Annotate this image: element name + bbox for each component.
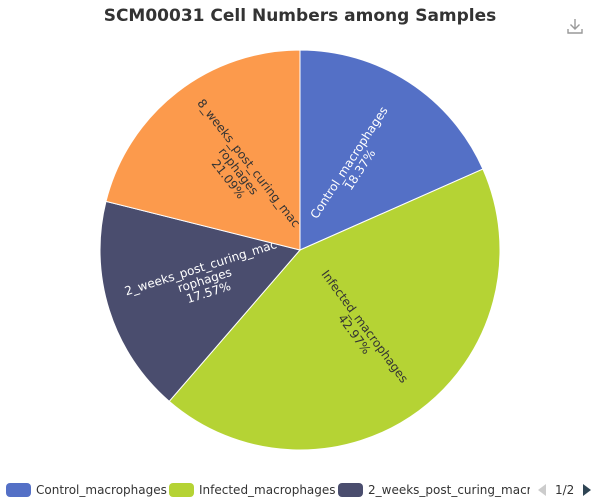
legend-swatch xyxy=(338,483,363,497)
legend-page-indicator: 1/2 xyxy=(555,483,575,497)
pie-slice-0[interactable] xyxy=(299,49,484,251)
legend-prev-page-icon[interactable] xyxy=(538,484,546,496)
pie-slice-3[interactable] xyxy=(105,49,301,251)
legend-swatch xyxy=(6,483,31,497)
legend-pager: 1/2 xyxy=(538,480,592,500)
legend-label: Infected_macrophages xyxy=(199,483,336,497)
legend-item-infected[interactable]: Infected_macrophages xyxy=(169,480,336,500)
legend-swatch xyxy=(169,483,194,497)
legend-item-control[interactable]: Control_macrophages xyxy=(6,480,167,500)
pie-slice-2[interactable] xyxy=(99,200,301,403)
pie-slice-1[interactable] xyxy=(168,168,501,451)
legend-label: 2_weeks_post_curing_macrophages xyxy=(368,483,530,497)
download-icon[interactable] xyxy=(566,17,584,35)
pie-chart: Control_macrophages18.37%Infected_macrop… xyxy=(99,49,501,451)
legend-item-2-weeks[interactable]: 2_weeks_post_curing_macrophages xyxy=(338,480,530,500)
legend-label: Control_macrophages xyxy=(36,483,167,497)
legend: Control_macrophages Infected_macrophages… xyxy=(0,480,600,500)
chart-title: SCM00031 Cell Numbers among Samples xyxy=(103,6,497,26)
legend-next-page-icon[interactable] xyxy=(583,484,592,496)
